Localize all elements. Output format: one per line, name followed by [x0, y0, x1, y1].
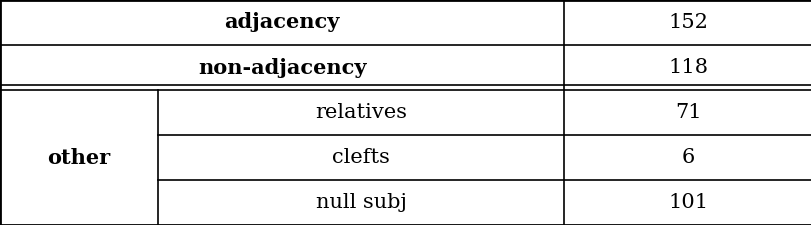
Text: 71: 71	[674, 103, 701, 122]
Text: 101: 101	[667, 193, 707, 212]
Text: relatives: relatives	[315, 103, 407, 122]
Text: 118: 118	[667, 58, 707, 77]
Text: other: other	[48, 148, 110, 167]
Text: null subj: null subj	[315, 193, 406, 212]
Text: 152: 152	[667, 13, 707, 32]
Text: adjacency: adjacency	[224, 13, 340, 32]
Text: non-adjacency: non-adjacency	[198, 58, 366, 77]
Text: clefts: clefts	[332, 148, 390, 167]
Text: 6: 6	[680, 148, 694, 167]
